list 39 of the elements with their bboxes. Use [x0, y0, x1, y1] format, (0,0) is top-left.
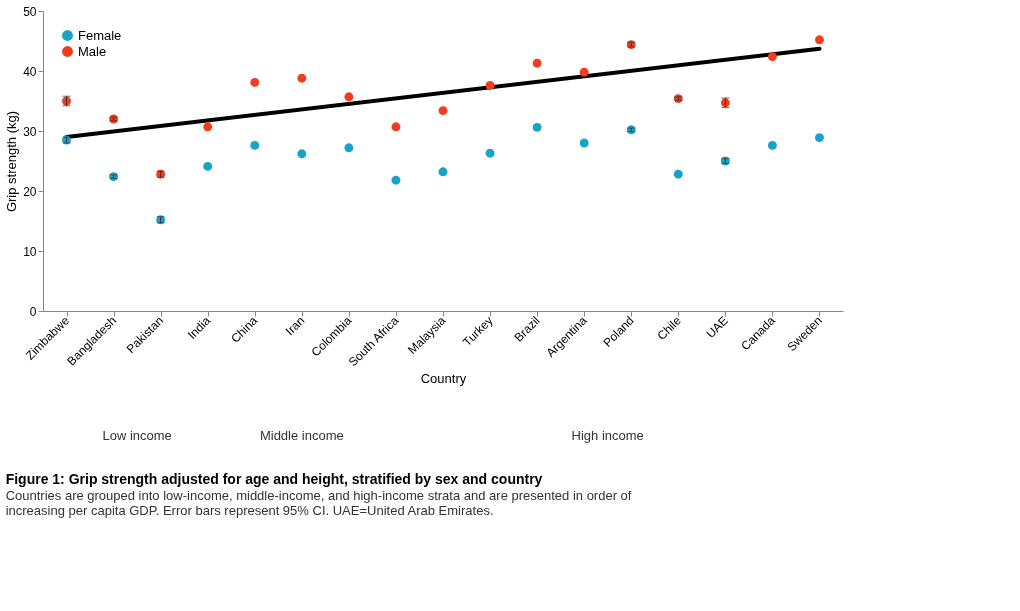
point — [579, 67, 589, 77]
point — [438, 106, 448, 116]
point — [532, 58, 542, 68]
point — [579, 138, 589, 148]
point — [250, 77, 260, 87]
text: Low income — [102, 428, 172, 443]
legend-label: Female — [78, 27, 122, 43]
point — [297, 73, 307, 83]
y-tick-label: 20 — [23, 184, 37, 199]
point — [250, 140, 260, 150]
point — [203, 122, 213, 132]
point — [815, 35, 824, 45]
point — [767, 140, 777, 150]
point — [391, 175, 401, 185]
y-tick-label: 50 — [23, 4, 37, 19]
point — [532, 122, 542, 132]
point — [438, 167, 448, 177]
point — [673, 169, 683, 179]
point — [391, 122, 401, 132]
text: High income — [571, 428, 644, 443]
x-tick-label: Iran — [282, 313, 308, 339]
point — [815, 133, 824, 143]
y-tick-label: 40 — [23, 64, 37, 79]
text: Countries are grouped into low-income, middle-income, and high-income strata and are presented in order of increasing per capita GDP. Error bars represent 95% CI. UAE=United Arab Emirates. — [5, 488, 632, 518]
point — [297, 149, 307, 159]
point — [767, 52, 777, 62]
point — [344, 92, 354, 102]
point — [203, 161, 213, 171]
point — [344, 143, 354, 153]
point — [485, 148, 495, 158]
y-tick-label: 0 — [29, 304, 37, 319]
text: Figure 1: Grip strength adjusted for age and height, stratified by sex and country — [5, 471, 543, 487]
x-axis-title: Country — [420, 370, 467, 386]
y-tick-label: 10 — [23, 244, 37, 259]
text: Middle income — [259, 428, 344, 443]
y-tick-label: 30 — [23, 124, 37, 139]
legend-label: Male — [78, 43, 107, 59]
point — [485, 80, 495, 90]
y-axis-title: Grip strength (kg) — [4, 110, 20, 213]
